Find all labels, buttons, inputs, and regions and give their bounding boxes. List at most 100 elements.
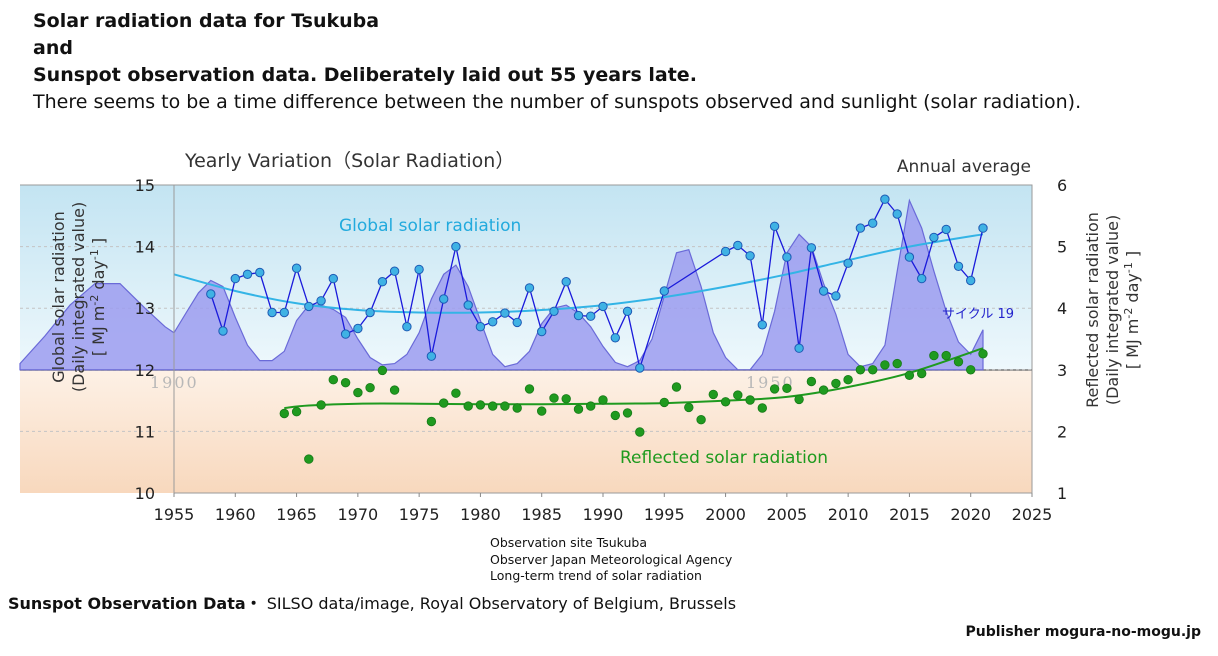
x-tick-label: 1980 (460, 505, 501, 524)
global-point (475, 322, 486, 332)
x-tick-label: 1990 (583, 505, 624, 524)
global-point (451, 241, 461, 252)
x-tick-label: 1985 (521, 505, 562, 524)
reflected-point (586, 401, 596, 411)
global-point (966, 275, 976, 286)
y2-tick-label: 3 (1057, 361, 1067, 380)
reflected-point (745, 395, 755, 405)
reflected-point (708, 389, 719, 400)
reflected-point (451, 388, 461, 398)
global-point (242, 269, 253, 280)
reflected-point (978, 349, 988, 359)
reflected-point (598, 395, 608, 405)
y-axis-right-title: Reflected solar radiation (Daily integra… (1083, 212, 1142, 408)
page-header: Solar radiation data for Tsukuba and Sun… (33, 8, 1081, 116)
global-point (610, 333, 620, 343)
global-point (218, 326, 228, 336)
reflected-point (868, 365, 878, 375)
reflected-point (892, 358, 902, 369)
global-point (941, 224, 951, 235)
x-tick-label: 1955 (154, 505, 195, 524)
y2label-line2: (Daily integrated value) (1103, 215, 1122, 405)
global-point (500, 308, 510, 318)
global-point (843, 258, 853, 268)
global-point (377, 277, 388, 287)
y-axis-left: 10 11 12 13 14 15 (135, 176, 155, 503)
global-point (720, 246, 731, 257)
reflected-series-label: Reflected solar radiation (620, 448, 828, 468)
global-point (561, 277, 571, 287)
y-tick-label: 14 (135, 238, 155, 257)
global-point (291, 263, 302, 273)
reflected-point (818, 385, 829, 395)
reflected-point (340, 377, 351, 388)
reflected-point (500, 401, 510, 411)
reflected-point (794, 394, 804, 405)
x-tick-label: 1965 (276, 505, 317, 524)
global-point (328, 273, 338, 284)
reflected-point (328, 374, 339, 385)
reflected-point (843, 374, 853, 385)
global-point (880, 194, 890, 204)
reflected-point (365, 382, 375, 393)
global-point (537, 326, 547, 337)
global-point (267, 307, 277, 318)
global-point (953, 261, 964, 272)
y-tick-label: 15 (135, 176, 155, 195)
reflected-point (512, 403, 522, 413)
x-tick-label: 2025 (1012, 505, 1053, 524)
global-point (439, 294, 449, 304)
x-tick-label: 2000 (705, 505, 746, 524)
global-point (426, 351, 437, 361)
reflected-point (696, 415, 706, 425)
global-point (573, 310, 584, 321)
global-point (978, 223, 988, 233)
x-tick-label: 2010 (828, 505, 869, 524)
global-point (868, 218, 878, 228)
global-point (733, 240, 743, 251)
reflected-point (316, 400, 326, 410)
global-point (353, 323, 363, 334)
x-tick-label: 1970 (337, 505, 378, 524)
reflected-point (426, 416, 437, 427)
header-title-line3: Sunspot observation data. Deliberately l… (33, 64, 697, 86)
x-tick-label: 2015 (889, 505, 930, 524)
global-point (365, 307, 375, 318)
reflected-point (377, 365, 388, 376)
global-point (659, 286, 669, 296)
global-series (206, 194, 988, 373)
global-point (818, 286, 829, 296)
x-tick-label: 1960 (215, 505, 256, 524)
global-point (512, 317, 522, 328)
x-axis: 1955 1960 1965 1970 1975 1980 1985 1990 1995 2000… (154, 493, 1053, 524)
global-point (904, 252, 915, 262)
reflected-point (537, 406, 547, 416)
reflected-point (488, 401, 498, 411)
global-point (488, 317, 498, 327)
note-site: Observation site Tsukuba (490, 535, 648, 550)
global-point (745, 251, 755, 261)
reflected-point (475, 400, 486, 410)
reflected-point (635, 427, 645, 437)
global-point (831, 291, 841, 301)
header-title-line1: Solar radiation data for Tsukuba (33, 10, 380, 32)
reflected-point (941, 350, 951, 361)
reflected-point (353, 387, 363, 398)
global-point (769, 221, 780, 232)
reflected-point (279, 408, 290, 419)
global-point (340, 329, 351, 339)
y-axis-right: 1 2 3 4 5 6 (1057, 176, 1067, 503)
note-trend: Long-term trend of solar radiation (490, 568, 702, 583)
x-tick-label: 1975 (399, 505, 440, 524)
reflected-point (782, 383, 792, 394)
reflected-point (733, 390, 743, 400)
reflected-point (671, 382, 682, 392)
reflected-point (880, 360, 890, 370)
reflected-point (524, 384, 535, 394)
y-tick-label: 13 (135, 299, 155, 318)
note-observer: Observer Japan Meteorological Agency (490, 551, 733, 567)
global-point (549, 306, 559, 317)
reflected-point (855, 365, 866, 375)
source-label: Sunspot Observation Data・ (8, 594, 262, 613)
reflected-series (279, 349, 988, 464)
